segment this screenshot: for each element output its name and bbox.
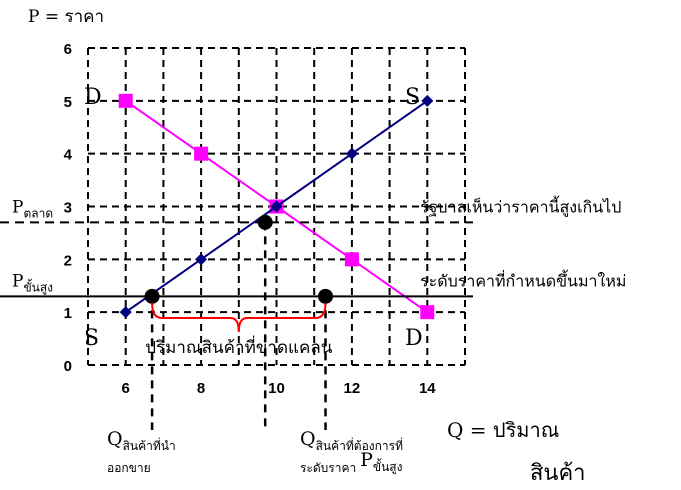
demand-label-top: D <box>84 85 102 110</box>
quantity-supplied-label-line2: ออกขาย <box>107 461 151 475</box>
supply-point <box>119 306 132 319</box>
y-tick-label: 3 <box>64 200 72 217</box>
x-tick-label: 8 <box>197 380 205 397</box>
shortage-brace <box>151 302 327 333</box>
demand-label-bottom: D <box>405 326 423 351</box>
demand-point <box>194 146 209 161</box>
annotation-layer: Pตลาด รัฐบาลเห็นว่าราคานี้สูงเกินไป Pขั้นส… <box>0 85 626 475</box>
x-tick-label: 14 <box>419 380 436 397</box>
demand-point <box>420 305 435 320</box>
y-tick-label: 2 <box>64 252 72 269</box>
ceiling-price-annotation: ระดับราคาที่กำหนดขึ้นมาใหม่ <box>420 269 626 290</box>
demand-point <box>118 93 133 108</box>
y-tick-label: 6 <box>64 41 72 58</box>
quantity-supplied-label: Qสินค้าที่นำ <box>107 428 176 453</box>
quantity-demanded-label: Qสินค้าที่ต้องการที่ <box>300 428 403 453</box>
y-tick-label: 4 <box>64 147 73 164</box>
ceiling-price-label: Pขั้นสูง <box>12 271 53 295</box>
supply-point <box>270 200 283 213</box>
market-price-annotation: รัฐบาลเห็นว่าราคานี้สูงเกินไป <box>420 195 621 217</box>
x-tick-label: 10 <box>268 380 285 397</box>
demand-point <box>344 252 359 267</box>
supply-point <box>345 147 358 160</box>
y-tick-label: 5 <box>64 94 72 111</box>
x-tick-label: 12 <box>344 380 361 397</box>
x-tick-label: 6 <box>122 380 130 397</box>
shortage-label: ปริมาณสินค้าที่ขาดแคลน <box>145 335 333 358</box>
quantity-demanded-label-line2: ระดับราคา Pขั้นสูง <box>300 449 402 475</box>
market-price-label: Pตลาด <box>12 197 53 220</box>
y-axis-title: P = ราคา <box>28 7 104 27</box>
x-axis-title-line1: Q = ปริมาณ <box>447 418 559 442</box>
x-axis-title-line2: สินค้า <box>530 461 586 486</box>
supply-label-bottom: S <box>84 326 99 351</box>
y-tick-label: 0 <box>64 358 72 375</box>
y-tick-label: 1 <box>64 305 72 322</box>
supply-point <box>421 94 434 107</box>
supply-label-top: S <box>405 85 420 110</box>
supply-point <box>195 253 208 266</box>
